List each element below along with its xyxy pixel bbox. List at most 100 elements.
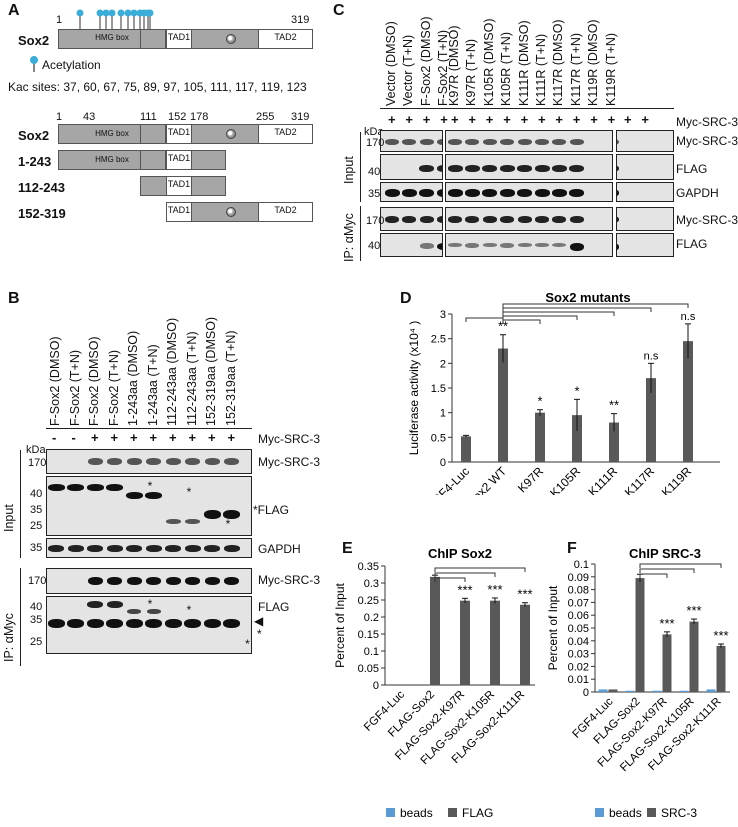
f-y-tick-label-2: 0.02 [568, 661, 589, 673]
c-label-myc-input: Myc-SRC-3 [676, 134, 738, 148]
acetylation-site-icon-0 [76, 9, 84, 17]
b2-152-319-band-8 [203, 510, 221, 519]
c-band-r2-l6 [482, 189, 498, 197]
c-lane-label-8: K111R (DMSO) [516, 20, 531, 106]
b2-112-243-band-6 [165, 519, 181, 524]
f-y-tick-label-7: 0.07 [568, 597, 589, 609]
d-bracket-4 [502, 311, 615, 316]
b-lane-label-9: 152-319aa (T+N) [223, 330, 238, 426]
c-band-r0-l10 [552, 139, 567, 145]
b4-band-7 [185, 577, 200, 585]
f-y-tick-label-6: 0.06 [568, 610, 589, 622]
c-band-r4-l2 [419, 243, 434, 249]
panel-c-input-label: Input [342, 156, 356, 184]
f-bar-0-0 [598, 689, 608, 692]
c-band-r0-l3 [437, 139, 442, 145]
acetylation-site-icon-3 [108, 9, 116, 17]
c-band-r1-l10 [551, 165, 567, 172]
c-band-r2-l13 [617, 189, 620, 197]
c-band-r0-l4 [448, 139, 462, 145]
panel-c-myc-label: Myc-SRC-3 [676, 115, 738, 129]
c-blot-r1-s1 [445, 154, 613, 180]
b-lane-label-3: F-Sox2 (T+N) [106, 349, 121, 426]
b-myc-mark-7: + [188, 430, 197, 445]
d-sig-4: ** [609, 398, 619, 413]
e-legend-swatch-1 [448, 808, 457, 817]
b-lane-label-2: F-Sox2 (DMSO) [87, 336, 101, 426]
f-y-tick-label-5: 0.05 [568, 623, 589, 635]
b4-band-8 [204, 577, 220, 585]
b1-band-3 [107, 458, 122, 465]
d-bar-0 [461, 436, 471, 462]
c-blot-r0-s0 [380, 130, 443, 152]
construct-full-tad1: TAD1 [166, 124, 192, 144]
b2-flag-band-1 [67, 484, 84, 491]
b-lane-underline [46, 428, 252, 429]
b-star-5: * [245, 637, 250, 651]
c-plus-mark-0: + [388, 112, 396, 127]
c-plus-mark-3: + [440, 112, 448, 127]
f-bar-1-4 [716, 645, 726, 692]
b4-band-2 [87, 577, 103, 585]
b-label-flag-ip: FLAG [258, 600, 290, 614]
b5-1-243-band-4 [127, 609, 141, 614]
d-y-tick-label-0: 0 [440, 457, 446, 469]
c-blot-r2-s0 [380, 182, 443, 202]
b5-flag-band-2 [87, 601, 103, 608]
b-blot-flag-ip: * * * [46, 596, 252, 654]
b-myc-mark-1: - [71, 430, 76, 445]
f-sig-4: *** [713, 628, 728, 643]
b-lane-label-6: 112-243aa (DMSO) [165, 317, 179, 426]
panel-c-letter: C [333, 2, 345, 19]
c-band-r2-l8 [517, 189, 533, 197]
c-label-flag-input: FLAG [676, 162, 708, 176]
d-sig-6: n.s [681, 311, 696, 323]
c-band-r3-l4 [448, 216, 462, 223]
b-blot-myc-ip [46, 568, 252, 594]
c-blot-r3-s0 [380, 207, 443, 231]
b4-band-6 [165, 577, 181, 585]
b3-gapdh-band-4 [126, 545, 142, 552]
chart-e-chip-sox2: 0 0.05 0.1 0.15 0.2 0.25 0.3 0.35 Percent of Inp… [333, 546, 535, 820]
c-band-r3-l5 [465, 216, 480, 223]
c-band-r0-l8 [517, 139, 532, 145]
c-band-r2-l11 [569, 189, 585, 197]
chart-f-chip-src3: 00.010.020.030.040.050.060.070.080.090.1… [546, 546, 730, 820]
b-mw-ip-25: 25 [30, 636, 43, 648]
c-band-r4-l9 [535, 243, 549, 247]
b-myc-mark-3: + [110, 430, 119, 445]
b-myc-mark-9: + [227, 430, 236, 445]
d-x-label-3: K105R [547, 464, 583, 495]
e-sig-4: *** [517, 587, 532, 602]
d-y-tick-label-5: 2.5 [431, 334, 446, 346]
f-legend-label-1: SRC-3 [661, 806, 697, 820]
b2-112-243-band-7 [185, 519, 200, 524]
c-blot-r3-s1 [445, 207, 613, 231]
b5-heavy-band-5 [145, 619, 162, 628]
c-band-r3-l3 [437, 216, 442, 223]
b-myc-mark-4: + [130, 430, 138, 445]
c-blot-r1-s0 [380, 154, 443, 180]
c-band-r0-l6 [482, 139, 497, 145]
d-bracket-3 [502, 315, 578, 320]
e-bar-1-2 [460, 600, 470, 685]
f-y-tick-label-10: 0.1 [574, 559, 589, 571]
b3-gapdh-band-0 [48, 545, 64, 552]
b-mw-gapdh-35: 35 [30, 542, 43, 554]
b4-band-5 [146, 577, 161, 585]
c-lane-label-11: K117R (T+N) [568, 32, 583, 106]
e-y-tick-label-5: 0.25 [358, 595, 379, 607]
c-band-r0-l1 [402, 139, 417, 145]
d-bracket-6 [502, 303, 689, 308]
panel-d-letter: D [400, 290, 412, 307]
c-blot-r1-s2 [616, 154, 674, 180]
acetylation-legend-icon [30, 56, 38, 72]
f-y-tick-label-3: 0.03 [568, 649, 589, 661]
c-plus-mark-11: + [572, 112, 581, 127]
c-band-r1-l7 [499, 165, 515, 172]
f-bar-0-1 [625, 690, 635, 692]
c-mw-35: 35 [368, 188, 381, 200]
b1-band-6 [165, 458, 181, 465]
construct-152-319-tad2: TAD2 [258, 202, 313, 222]
construct-full-tad2: TAD2 [258, 124, 313, 144]
